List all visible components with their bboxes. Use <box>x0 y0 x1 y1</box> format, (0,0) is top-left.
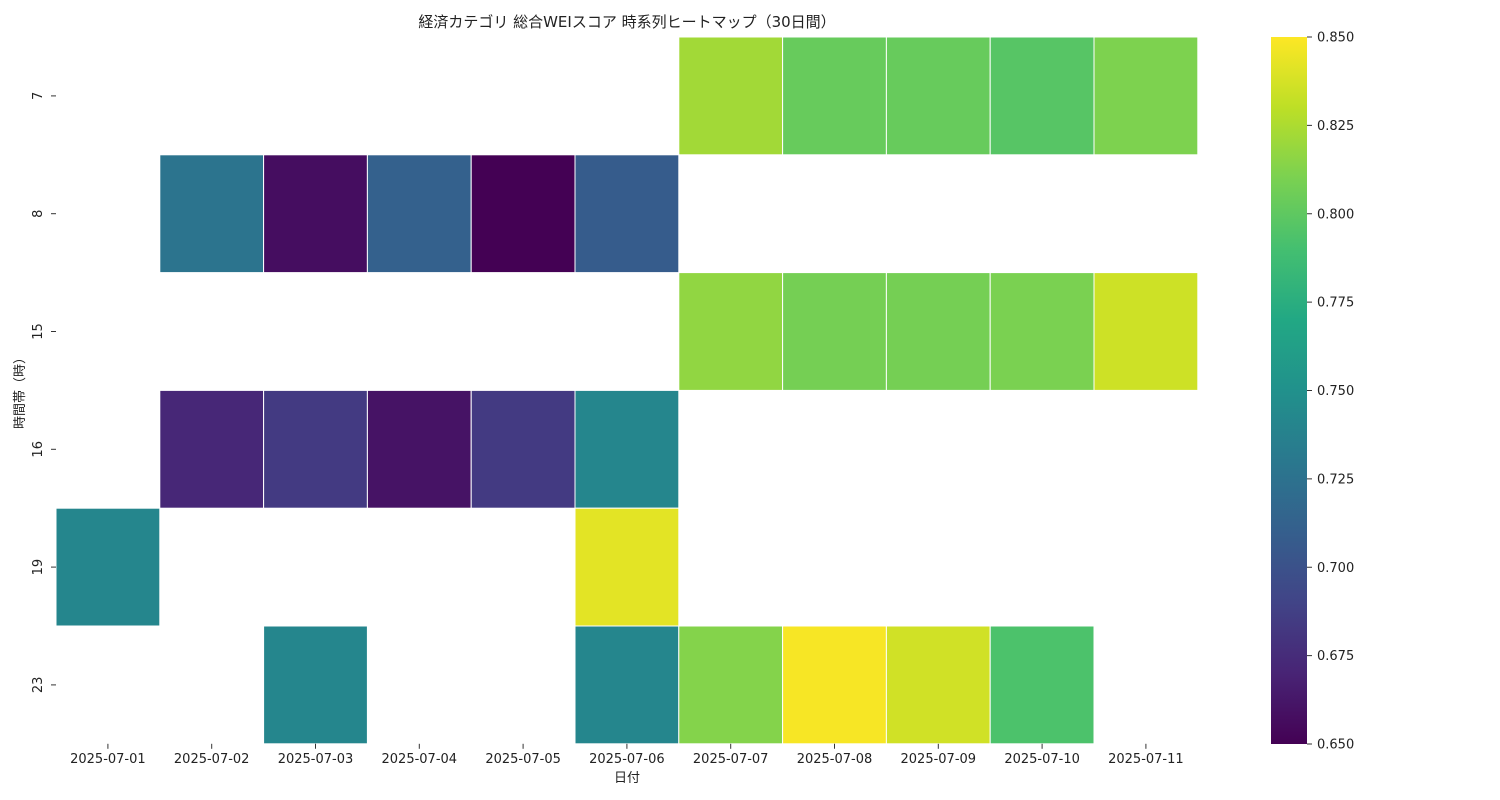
colorbar-tick-label: 0.675 <box>1317 649 1354 664</box>
x-axis-ticks: 2025-07-01 2025-07-02 2025-07-03 2025-07-04… <box>70 743 1184 767</box>
x-tick-label: 2025-07-07 <box>693 752 769 767</box>
x-tick-label: 2025-07-05 <box>485 752 561 767</box>
x-tick-label: 2025-07-10 <box>1004 752 1080 767</box>
colorbar-tick-label: 0.800 <box>1317 207 1354 222</box>
colorbar-tick-label: 0.775 <box>1317 296 1354 311</box>
heatmap-cell <box>782 36 887 156</box>
x-axis-label: 日付 <box>614 771 640 786</box>
x-tick-label: 2025-07-11 <box>1108 752 1184 767</box>
heatmap-cell <box>1093 272 1199 391</box>
heatmap-cell <box>989 625 1095 745</box>
heatmap-cells <box>55 36 1199 745</box>
x-tick-label: 2025-07-08 <box>797 752 873 767</box>
heatmap-cell <box>574 625 680 745</box>
colorbar <box>1271 37 1307 744</box>
y-axis-ticks: 7 8 15 16 19 23 <box>31 92 56 693</box>
colorbar-tick-label: 0.850 <box>1317 31 1354 46</box>
heatmap-cell <box>159 389 265 509</box>
x-tick-label: 2025-07-04 <box>382 752 458 767</box>
heatmap-cell <box>366 154 472 274</box>
colorbar-tick-label: 0.650 <box>1317 738 1354 753</box>
y-axis-label: 時間帯（時） <box>13 351 28 429</box>
heatmap-cell <box>470 389 576 509</box>
x-tick-label: 2025-07-02 <box>174 752 250 767</box>
y-tick-label: 23 <box>31 677 46 694</box>
heatmap-cell <box>159 154 265 274</box>
heatmap-cell <box>885 625 991 745</box>
heatmap-cell <box>678 272 784 391</box>
heatmap-cell <box>55 507 161 627</box>
heatmap-cell <box>989 36 1095 156</box>
chart-title: 経済カテゴリ 総合WEIスコア 時系列ヒートマップ（30日間） <box>418 13 835 31</box>
x-tick-label: 2025-07-01 <box>70 752 146 767</box>
colorbar-tick-label: 0.750 <box>1317 384 1354 399</box>
heatmap-cell <box>1093 36 1199 156</box>
x-tick-label: 2025-07-03 <box>278 752 354 767</box>
heatmap-cell <box>263 389 368 509</box>
heatmap-cell <box>989 272 1095 391</box>
heatmap-cell <box>678 36 784 156</box>
colorbar-tick-label: 0.825 <box>1317 119 1354 134</box>
y-tick-label: 7 <box>31 92 46 100</box>
heatmap-cell <box>574 507 680 627</box>
x-tick-label: 2025-07-06 <box>589 752 665 767</box>
heatmap-cell <box>885 272 991 391</box>
y-tick-label: 19 <box>31 559 46 576</box>
y-tick-label: 15 <box>31 323 46 340</box>
colorbar-ticks: 0.650 0.675 0.700 0.725 0.750 0.775 0.800 0.825… <box>1307 31 1354 753</box>
heatmap-cell <box>885 36 991 156</box>
heatmap-cell <box>263 154 368 274</box>
x-tick-label: 2025-07-09 <box>901 752 977 767</box>
heatmap-cell <box>574 389 680 509</box>
heatmap-cell <box>782 272 887 391</box>
y-tick-label: 8 <box>31 210 46 218</box>
heatmap-cell <box>678 625 784 745</box>
heatmap-cell <box>574 154 680 274</box>
colorbar-tick-label: 0.700 <box>1317 561 1354 576</box>
heatmap-cell <box>366 389 472 509</box>
y-tick-label: 16 <box>31 441 46 458</box>
heatmap-cell <box>263 625 368 745</box>
heatmap-cell <box>782 625 887 745</box>
heatmap-cell <box>470 154 576 274</box>
colorbar-tick-label: 0.725 <box>1317 472 1354 487</box>
